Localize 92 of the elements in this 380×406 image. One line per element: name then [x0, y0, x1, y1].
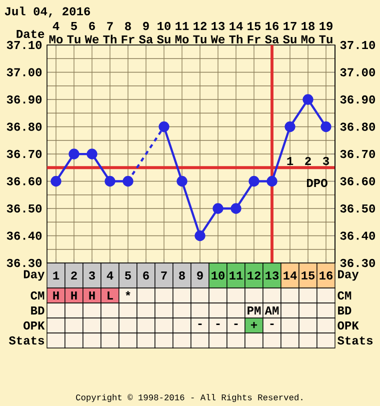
- text: 14: [284, 272, 297, 280]
- text: Stats: [8, 336, 44, 345]
- text: -: [216, 324, 220, 325]
- x-axis-title: Date: [16, 30, 44, 38]
- y-tick-label: 37.10: [6, 40, 42, 50]
- text: OPK: [338, 321, 359, 330]
- text: -: [198, 324, 202, 325]
- point: [302, 94, 314, 105]
- text: 4: [106, 272, 114, 280]
- text: CM: [30, 291, 44, 300]
- x-tick-label: 5 Tu: [67, 22, 80, 44]
- text: PM: [248, 306, 261, 314]
- x-tick-label: 6 We: [84, 22, 99, 44]
- point: [230, 203, 242, 214]
- point: [104, 176, 116, 187]
- text: 2: [71, 271, 77, 280]
- y2-tick-label: 36.80: [340, 122, 376, 131]
- point: [194, 230, 206, 242]
- x-tick-label: 18 Mo: [301, 22, 315, 44]
- point: [50, 176, 62, 187]
- text: 11: [230, 272, 243, 280]
- annotation: 1: [287, 157, 294, 165]
- chart-title: Jul 04, 2016: [4, 6, 90, 18]
- y2-tick-label: 36.50: [340, 204, 376, 213]
- text: 12: [248, 271, 260, 280]
- x-tick-label: 16 Sa: [265, 22, 279, 44]
- point: [68, 148, 80, 160]
- text: -: [234, 324, 238, 325]
- text: 1: [53, 272, 60, 280]
- y-tick-label: 36.50: [6, 204, 42, 213]
- point: [212, 203, 224, 214]
- y2-tick-label: 36.70: [340, 150, 376, 158]
- y2-tick-label: 37.00: [340, 68, 376, 76]
- text: Stats: [337, 336, 373, 345]
- annotation: 2: [305, 156, 311, 166]
- y2-tick-label: 36.60: [340, 177, 376, 186]
- point: [284, 121, 296, 132]
- text: Day: [338, 270, 359, 281]
- text: *: [126, 291, 130, 296]
- x-tick-label: 15 Fr: [248, 22, 261, 44]
- text: 13: [266, 271, 279, 280]
- text: 3: [88, 271, 95, 280]
- y-tick-label: 36.40: [6, 232, 42, 240]
- y-tick-label: 36.90: [6, 95, 42, 104]
- text: H: [89, 292, 95, 300]
- x-tick-label: 8 Fr: [122, 22, 134, 44]
- x-tick-label: 14 Th: [229, 22, 243, 44]
- y-tick-label: 36.30: [6, 258, 42, 268]
- text: CM: [338, 291, 352, 300]
- text: AM: [264, 306, 279, 314]
- text: Day: [24, 270, 45, 281]
- y-tick-label: 37.00: [6, 68, 42, 76]
- y2-tick-label: 36.40: [340, 232, 376, 240]
- text: +: [250, 322, 258, 328]
- text: 10: [212, 271, 224, 280]
- x-tick-label: 11 Mo: [175, 22, 189, 44]
- point: [248, 176, 260, 187]
- y-tick-label: 36.70: [6, 150, 42, 158]
- annotation: 3: [322, 156, 329, 166]
- text: H: [53, 292, 59, 300]
- x-tick-label: 17 Su: [283, 22, 296, 44]
- x-tick-label: 13 We: [210, 22, 225, 44]
- point: [86, 148, 98, 160]
- text: -: [270, 324, 274, 325]
- text: H: [71, 292, 77, 300]
- y2-tick-label: 37.10: [340, 40, 376, 50]
- x-tick-label: 10 Su: [157, 22, 170, 44]
- text: BD: [338, 306, 352, 314]
- x-tick-label: 7 Th: [103, 22, 116, 44]
- point: [176, 176, 188, 187]
- y2-tick-label: 36.30: [340, 258, 376, 268]
- text: 16: [320, 271, 333, 280]
- text: BD: [31, 306, 44, 314]
- x-tick-label: 9 Sa: [139, 22, 153, 44]
- y2-tick-label: 36.90: [340, 95, 376, 104]
- point: [266, 176, 278, 187]
- text: OPK: [24, 321, 45, 330]
- point: [320, 121, 332, 132]
- annotation: DPO: [306, 178, 328, 188]
- text: 6: [143, 271, 149, 280]
- text: 5: [125, 271, 131, 280]
- text: 15: [302, 271, 315, 280]
- text: L: [108, 292, 113, 300]
- y-tick-label: 36.80: [6, 122, 42, 131]
- x-tick-label: 4 Mo: [49, 22, 63, 44]
- x-tick-label: 19 Tu: [319, 22, 332, 44]
- text: 7: [161, 272, 167, 280]
- text: 9: [197, 271, 203, 280]
- text: Copyright © 1998-2016 - All Rights Reserved.: [76, 394, 302, 402]
- x-tick-label: 12 Tu: [193, 22, 206, 44]
- y-tick-label: 36.60: [6, 177, 42, 186]
- text: 8: [179, 271, 185, 280]
